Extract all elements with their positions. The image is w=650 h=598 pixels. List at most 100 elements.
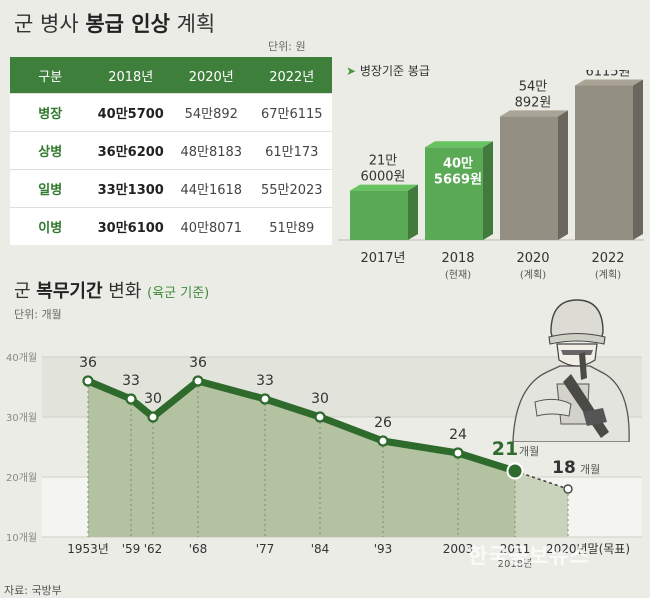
bar-value-label: 6115원 [585, 70, 630, 79]
data-point [125, 393, 137, 405]
bar-category-label: 2020 [516, 251, 549, 266]
x-tick-label: 2003 [443, 542, 474, 556]
value-label: 18 [552, 458, 576, 478]
bar-category-note: (계획) [595, 269, 621, 281]
data-point [147, 411, 159, 423]
table-row: 일병 33만1300 44만1618 55만2023 [10, 169, 332, 208]
column-header: 2020년 [171, 57, 252, 94]
data-point [259, 393, 271, 405]
x-tick-label: '77 [256, 542, 275, 556]
bar-category-label: 2017년 [360, 251, 405, 266]
data-point [377, 435, 389, 447]
area-fill-projected [515, 471, 568, 537]
column-header: 구분 [10, 57, 91, 94]
table-row: 상병 36만6200 48만8183 61만173 [10, 131, 332, 170]
bar-value-label: 54만 [519, 79, 548, 94]
bar-front [500, 116, 558, 240]
x-tick-label: 2011 [500, 542, 531, 556]
bar-category-note: (현재) [445, 269, 471, 281]
legend-text: 병장기준 봉급 [359, 64, 430, 78]
bar-side [408, 184, 418, 240]
source-label: 자료: 국방부 [4, 584, 62, 597]
value-label: 21 [492, 438, 518, 460]
value-label: 36 [189, 355, 207, 371]
value-label: 26 [374, 415, 392, 431]
y-tick-label: 10개월 [6, 532, 37, 544]
salary-cell: 40만8071 [171, 207, 252, 245]
arrow-marker-icon: ➤ [346, 64, 357, 78]
table-header-row: 구분 2018년 2020년 2022년 [10, 57, 332, 94]
x-tick-label: '93 [374, 542, 393, 556]
bar-front [425, 147, 483, 240]
value-label: 33 [122, 373, 140, 389]
x-sub-label: 2018년 [498, 558, 533, 570]
value-label: 30 [144, 391, 162, 407]
salary-cell: 61만173 [251, 131, 332, 170]
salary-title: 군 병사 봉급 인상 계획 [14, 12, 216, 36]
bar-value-label: 5669원 [434, 172, 482, 187]
bar-value-label: 21만 [369, 154, 398, 169]
data-point [192, 375, 204, 387]
rank-cell: 일병 [10, 169, 91, 208]
bar-value-label: 6000원 [360, 170, 405, 185]
salary-cell: 48만8183 [171, 131, 252, 170]
value-label-unit: 개월 [580, 463, 600, 476]
salary-cell: 33만1300 [90, 169, 171, 208]
data-point [452, 447, 464, 459]
bar-side [633, 79, 643, 240]
bar-side [558, 110, 568, 240]
x-tick-label: '59 [122, 542, 141, 556]
salary-cell: 44만1618 [171, 169, 252, 208]
x-tick-label: 2020년말(목표) [546, 542, 630, 556]
salary-cell: 67만6115 [251, 93, 332, 132]
watermark-logo: 한국공보뉴스 [468, 544, 590, 568]
x-tick-label: 1953년 [67, 542, 109, 556]
salary-cell: 54만892 [171, 93, 252, 132]
value-label: 36 [79, 355, 97, 371]
bar-value-label: 40만 [443, 155, 473, 171]
bar-front [575, 85, 633, 240]
bar [425, 141, 493, 240]
value-label: 33 [256, 373, 274, 389]
target-point [563, 484, 573, 494]
table-row: 이병 30만6100 40만8071 51만89 [10, 207, 332, 245]
x-tick-label: '84 [311, 542, 330, 556]
salary-table: 구분 2018년 2020년 2022년 병장 40만5700 54만892 6… [10, 57, 332, 245]
y-tick-label: 30개월 [6, 412, 37, 424]
data-point [82, 375, 94, 387]
bar-front [350, 190, 408, 240]
column-header: 2022년 [251, 57, 332, 94]
service-unit-label: 단위: 개월 [14, 308, 62, 321]
salary-unit-label: 단위: 원 [268, 40, 306, 53]
service-title: 군 복무기간 변화 (육군 기준) [14, 281, 210, 302]
table-row: 병장 40만5700 54만892 67만6115 [10, 93, 332, 132]
value-label: 24 [449, 427, 467, 443]
salary-cell: 51만89 [251, 207, 332, 245]
bar-top [500, 110, 568, 117]
value-label: 30 [311, 391, 329, 407]
column-header: 2018년 [90, 57, 171, 94]
salary-cell: 40만5700 [90, 93, 171, 132]
salary-cell: 36만6200 [90, 131, 171, 170]
y-tick-label: 20개월 [6, 472, 37, 484]
bar [500, 110, 568, 240]
bar-side [483, 141, 493, 240]
rank-cell: 상병 [10, 131, 91, 170]
bar-value-label: 892원 [515, 95, 552, 110]
salary-cell: 55만2023 [251, 169, 332, 208]
data-point [314, 411, 326, 423]
salary-cell: 30만6100 [90, 207, 171, 245]
rank-cell: 이병 [10, 207, 91, 245]
bar-category-note: (계획) [520, 269, 546, 281]
bar-top [575, 79, 643, 86]
x-tick-label: '68 [189, 542, 208, 556]
rank-cell: 병장 [10, 93, 91, 132]
bar-top [425, 141, 493, 148]
bar-chart-legend: ➤ 병장기준 봉급 [346, 62, 430, 79]
bar-category-label: 2018 [441, 251, 474, 266]
value-label-unit: 개월 [519, 445, 539, 458]
bar-top [350, 184, 418, 191]
soldier-illustration-icon [512, 299, 630, 442]
x-tick-label: '62 [144, 542, 163, 556]
